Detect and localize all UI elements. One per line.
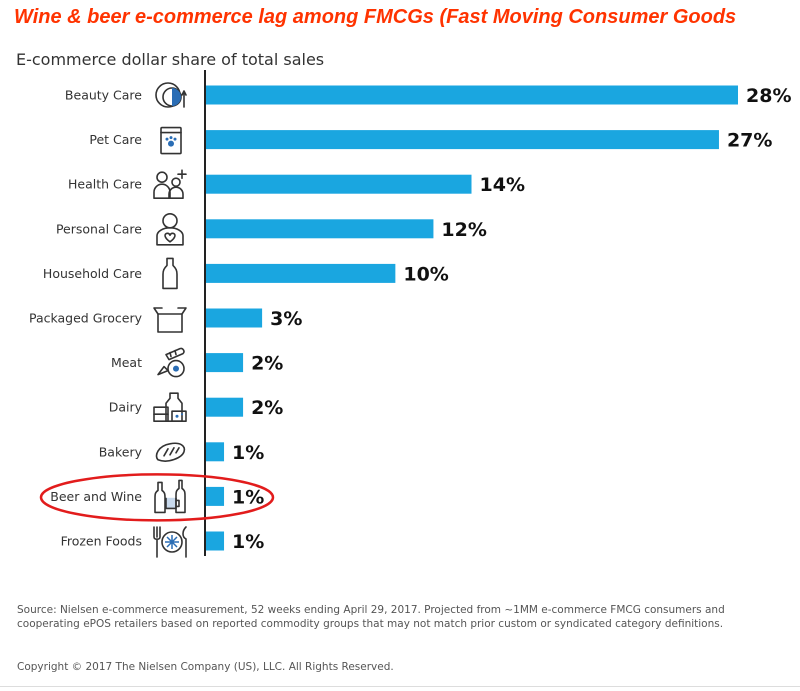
dairy-icon bbox=[153, 392, 187, 423]
bar bbox=[205, 531, 225, 551]
category-label: Dairy bbox=[109, 400, 143, 415]
packaged-grocery-icon bbox=[153, 307, 187, 333]
bar bbox=[205, 353, 244, 373]
bar-row: Meat 2% bbox=[111, 347, 283, 378]
personal-care-icon bbox=[156, 213, 184, 246]
value-label: 14% bbox=[480, 174, 525, 196]
chart-title: E-commerce dollar share of total sales bbox=[16, 50, 325, 69]
copyright: Copyright © 2017 The Nielsen Company (US… bbox=[17, 661, 394, 673]
value-label: 10% bbox=[403, 263, 448, 285]
bar bbox=[205, 130, 719, 150]
health-care-icon bbox=[153, 169, 187, 199]
pet-care-icon bbox=[160, 126, 182, 155]
frozen-foods-icon bbox=[153, 526, 187, 558]
bar bbox=[205, 486, 225, 506]
bar-row: Bakery 1% bbox=[99, 442, 265, 464]
household-care-icon bbox=[162, 257, 178, 290]
beer-and-wine-icon bbox=[154, 479, 186, 514]
bar-chart: Beauty Care 28% Pet Care 27% Health Care 14% P… bbox=[29, 70, 791, 558]
category-label: Packaged Grocery bbox=[29, 311, 143, 326]
category-label: Meat bbox=[111, 355, 142, 370]
bar bbox=[205, 308, 263, 328]
category-label: Household Care bbox=[43, 266, 142, 281]
meat-icon bbox=[157, 347, 185, 378]
value-label: 1% bbox=[232, 486, 264, 508]
value-label: 2% bbox=[251, 353, 283, 375]
bar-row: Household Care 10% bbox=[43, 257, 449, 290]
bakery-icon bbox=[155, 442, 186, 462]
bar-row: Personal Care 12% bbox=[56, 213, 487, 246]
value-label: 1% bbox=[232, 531, 264, 553]
bar bbox=[205, 85, 738, 105]
bar bbox=[205, 174, 472, 194]
category-label: Personal Care bbox=[56, 221, 142, 236]
value-label: 27% bbox=[727, 130, 772, 152]
bar bbox=[205, 263, 396, 283]
bar bbox=[205, 219, 434, 239]
bar-row: Health Care 14% bbox=[68, 169, 525, 199]
category-label: Health Care bbox=[68, 177, 142, 192]
category-label: Bakery bbox=[99, 444, 143, 459]
bar-row: Pet Care 27% bbox=[89, 126, 772, 155]
value-label: 12% bbox=[441, 219, 486, 241]
category-label: Beauty Care bbox=[65, 88, 142, 103]
bar bbox=[205, 397, 244, 417]
headline: Wine & beer e-commerce lag among FMCGs (… bbox=[14, 6, 737, 28]
category-label: Pet Care bbox=[89, 132, 142, 147]
source-note: Source: Nielsen e-commerce measurement, … bbox=[17, 604, 725, 630]
value-label: 1% bbox=[232, 442, 264, 464]
value-label: 3% bbox=[270, 308, 302, 330]
value-label: 2% bbox=[251, 397, 283, 419]
bar bbox=[205, 442, 225, 462]
bar-row: Beauty Care 28% bbox=[65, 82, 791, 108]
category-label: Frozen Foods bbox=[61, 534, 142, 549]
bar-row: Frozen Foods 1% bbox=[61, 526, 264, 558]
bar-row: Dairy 2% bbox=[109, 392, 283, 423]
value-label: 28% bbox=[746, 85, 791, 107]
bar-row: Packaged Grocery 3% bbox=[29, 307, 302, 333]
beauty-care-icon bbox=[155, 82, 187, 108]
highlight-ring bbox=[39, 473, 275, 522]
category-label: Beer and Wine bbox=[50, 489, 142, 504]
footer-divider bbox=[0, 686, 800, 687]
bar-row: Beer and Wine 1% bbox=[50, 479, 264, 514]
